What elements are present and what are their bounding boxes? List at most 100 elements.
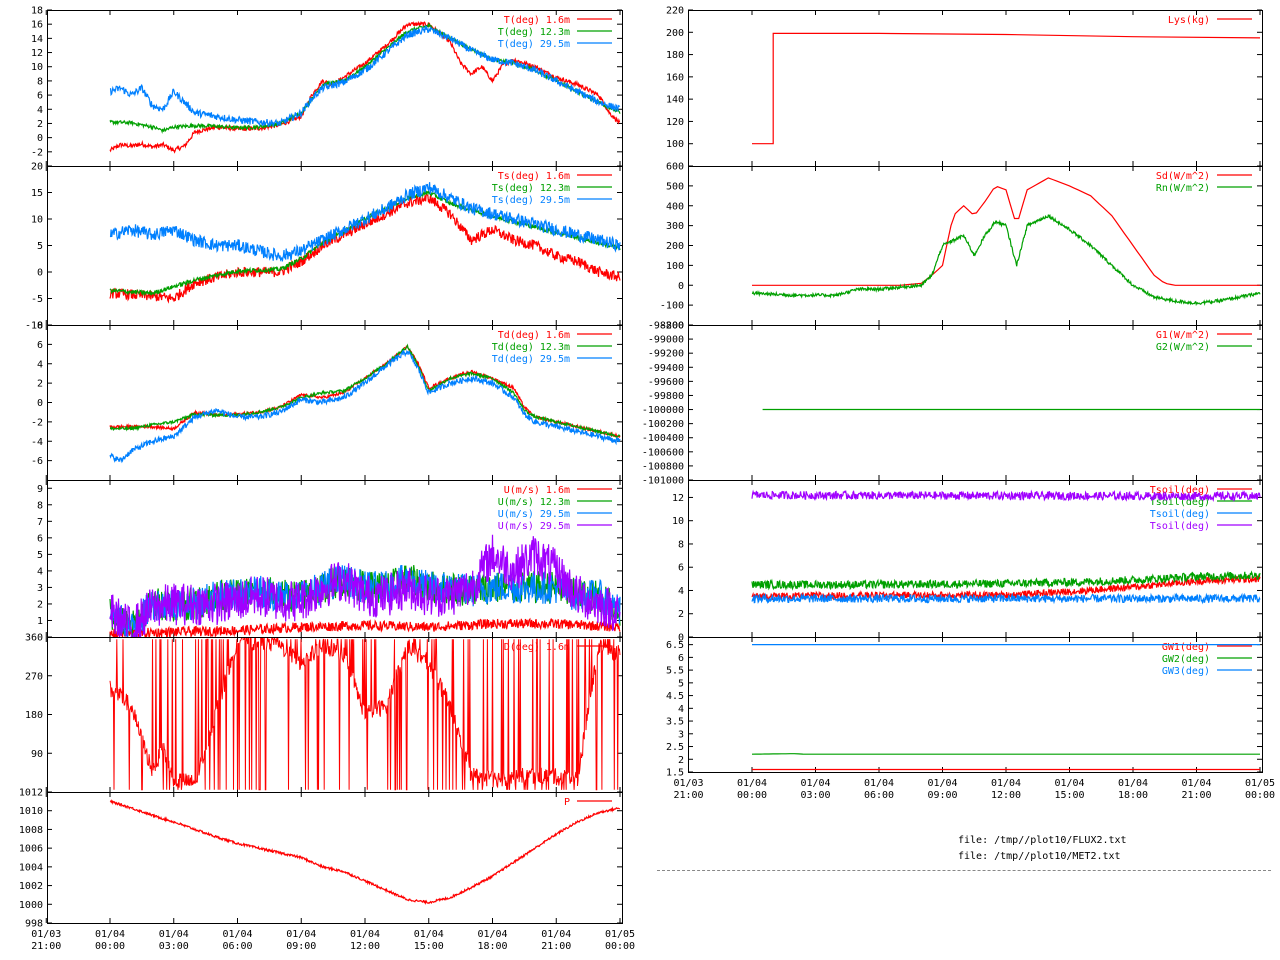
y-tick-label: 6 bbox=[678, 653, 684, 664]
y-tick-label: 100 bbox=[666, 139, 684, 150]
y-tick-label: -4 bbox=[31, 437, 43, 448]
y-tick-label: -99800 bbox=[648, 391, 684, 402]
y-tick-label: 6.5 bbox=[666, 640, 684, 651]
x-tick-label: 01/04 bbox=[159, 929, 189, 940]
legend-label: U(m/s) 29.5m bbox=[498, 521, 570, 532]
y-tick-label: -5 bbox=[31, 294, 43, 305]
y-tick-label: 7 bbox=[37, 517, 43, 528]
file-line: file: /tmp//plot10/MET2.txt bbox=[958, 851, 1121, 862]
legend-label: U(m/s) 12.3m bbox=[498, 497, 570, 508]
y-tick-label: -200 bbox=[660, 321, 684, 332]
y-tick-label: 200 bbox=[666, 28, 684, 39]
y-tick-label: 140 bbox=[666, 95, 684, 106]
y-tick-label: 4 bbox=[678, 586, 684, 597]
series-line bbox=[109, 189, 621, 297]
y-tick-label: 2 bbox=[37, 379, 43, 390]
y-tick-label: -99600 bbox=[648, 377, 684, 388]
y-tick-label: 1004 bbox=[19, 862, 43, 873]
legend-label: Ts(deg) 29.5m bbox=[492, 195, 570, 206]
series-line bbox=[109, 534, 621, 637]
y-tick-label: 5 bbox=[37, 241, 43, 252]
y-tick-label: -100400 bbox=[642, 433, 684, 444]
y-tick-label: 1002 bbox=[19, 881, 43, 892]
legend-label: Ts(deg) 1.6m bbox=[498, 171, 570, 182]
y-tick-label: 6 bbox=[37, 533, 43, 544]
series-line bbox=[109, 24, 621, 127]
x-tick-label: 01/04 bbox=[800, 778, 830, 789]
x-tick-label: 06:00 bbox=[222, 941, 252, 952]
y-tick-label: -101000 bbox=[642, 476, 684, 487]
y-tick-label: 0 bbox=[37, 133, 43, 144]
y-tick-label: 1010 bbox=[19, 806, 43, 817]
y-tick-label: -10 bbox=[25, 321, 43, 332]
y-tick-label: -100800 bbox=[642, 461, 684, 472]
y-tick-label: 120 bbox=[666, 117, 684, 128]
x-tick-label: 01/04 bbox=[95, 929, 125, 940]
y-tick-label: 360 bbox=[25, 633, 43, 644]
series-line bbox=[751, 489, 1261, 503]
y-tick-label: -6 bbox=[31, 456, 43, 467]
x-tick-label: 01/05 bbox=[605, 929, 635, 940]
y-tick-label: 8 bbox=[37, 321, 43, 332]
legend-label: T(deg) 1.6m bbox=[504, 15, 570, 26]
y-tick-label: -2 bbox=[31, 147, 43, 158]
x-tick-label: 21:00 bbox=[1181, 790, 1211, 801]
y-tick-label: 2 bbox=[37, 119, 43, 130]
y-tick-label: 3 bbox=[37, 583, 43, 594]
y-tick-label: 400 bbox=[666, 201, 684, 212]
y-tick-label: 1006 bbox=[19, 844, 43, 855]
x-tick-label: 15:00 bbox=[1054, 790, 1084, 801]
y-tick-label: 1012 bbox=[19, 788, 43, 799]
x-tick-label: 18:00 bbox=[477, 941, 507, 952]
x-tick-label: 01/04 bbox=[350, 929, 380, 940]
series-line bbox=[752, 177, 1260, 286]
x-tick-label: 00:00 bbox=[1245, 790, 1275, 801]
series-line bbox=[109, 564, 621, 637]
legend-label: GW2(deg) bbox=[1162, 654, 1210, 665]
y-tick-label: 5 bbox=[678, 678, 684, 689]
y-tick-label: 0 bbox=[37, 268, 43, 279]
series-line bbox=[109, 343, 621, 438]
file-line: file: /tmp//plot10/FLUX2.txt bbox=[958, 835, 1127, 846]
y-tick-label: 180 bbox=[25, 710, 43, 721]
y-tick-label: 6 bbox=[37, 91, 43, 102]
legend-label: Lys(kg) bbox=[1168, 15, 1210, 26]
x-tick-label: 01/04 bbox=[286, 929, 316, 940]
x-tick-label: 01/04 bbox=[541, 929, 571, 940]
legend-label: Rn(W/m^2) bbox=[1156, 183, 1210, 194]
x-tick-label: 21:00 bbox=[31, 941, 61, 952]
y-tick-label: 2 bbox=[678, 755, 684, 766]
x-tick-label: 09:00 bbox=[927, 790, 957, 801]
y-tick-label: 220 bbox=[666, 6, 684, 17]
y-tick-label: 1000 bbox=[19, 900, 43, 911]
x-tick-label: 01/03 bbox=[673, 778, 703, 789]
legend-label: Td(deg) 1.6m bbox=[498, 330, 570, 341]
y-tick-label: 18 bbox=[31, 6, 43, 17]
x-tick-label: 01/04 bbox=[1054, 778, 1084, 789]
x-tick-label: 01/04 bbox=[737, 778, 767, 789]
y-tick-label: 200 bbox=[666, 241, 684, 252]
y-tick-label: -100000 bbox=[642, 405, 684, 416]
legend-label: T(deg) 29.5m bbox=[498, 39, 570, 50]
x-tick-label: 01/04 bbox=[991, 778, 1021, 789]
y-tick-label: 6 bbox=[678, 563, 684, 574]
y-tick-label: 300 bbox=[666, 221, 684, 232]
legend-label: GW1(deg) bbox=[1162, 642, 1210, 653]
y-tick-label: 90 bbox=[31, 749, 43, 760]
y-tick-label: 15 bbox=[31, 188, 43, 199]
x-tick-label: 01/04 bbox=[414, 929, 444, 940]
x-tick-label: 01/03 bbox=[31, 929, 61, 940]
series-line bbox=[751, 574, 1261, 601]
y-tick-label: 4 bbox=[37, 105, 43, 116]
y-tick-label: 12 bbox=[31, 48, 43, 59]
y-tick-label: 8 bbox=[37, 76, 43, 87]
legend-label: G2(W/m^2) bbox=[1156, 342, 1210, 353]
legend-label: GW3(deg) bbox=[1162, 666, 1210, 677]
y-tick-label: 5 bbox=[37, 550, 43, 561]
y-tick-label: 3 bbox=[678, 729, 684, 740]
x-tick-label: 03:00 bbox=[800, 790, 830, 801]
x-tick-label: 00:00 bbox=[737, 790, 767, 801]
y-tick-label: 2 bbox=[37, 599, 43, 610]
y-tick-label: 14 bbox=[31, 34, 43, 45]
y-tick-label: 270 bbox=[25, 671, 43, 682]
